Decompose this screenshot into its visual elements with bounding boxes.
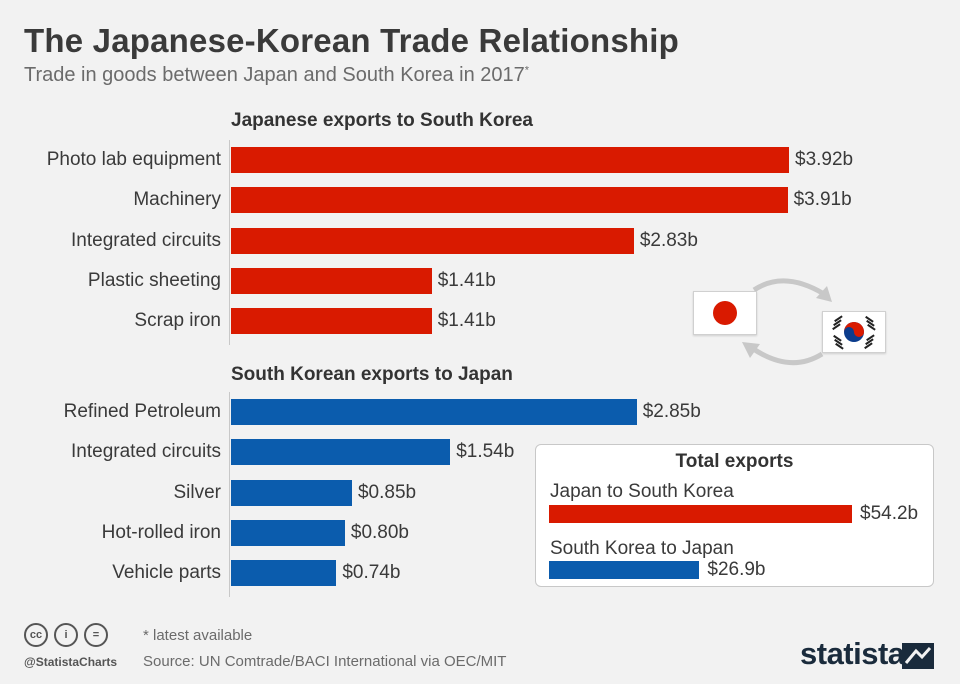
total-exports-panel: Total exports Japan to South Korea $54.2b…	[535, 444, 934, 587]
korea-export-category-label: Hot-rolled iron	[101, 521, 221, 543]
japan-flag-icon	[693, 291, 757, 335]
korea-export-category-label: Silver	[173, 481, 221, 503]
subtitle-asterisk: *	[524, 64, 530, 77]
total-exports-value-label: $54.2b	[860, 503, 919, 524]
total-exports-bar	[549, 561, 700, 579]
korea-export-value-label: $1.54b	[456, 441, 515, 463]
total-exports-title: Total exports	[675, 451, 794, 472]
japan-export-bar	[231, 227, 634, 254]
total-exports-category-label: Japan to South Korea	[550, 481, 734, 502]
page-title: The Japanese-Korean Trade Relationship	[24, 22, 679, 59]
south-korea-flag-icon	[822, 311, 886, 353]
japan-export-value-label: $2.83b	[639, 229, 698, 251]
korea-export-value-label: $0.74b	[342, 562, 401, 583]
total-exports-category-label: South Korea to Japan	[550, 538, 734, 559]
korea-export-value-label: $2.85b	[642, 401, 701, 422]
korea-export-value-label: $0.80b	[350, 521, 409, 543]
statista-logo-icon	[902, 643, 934, 669]
japan-export-category-label: Plastic sheeting	[87, 269, 221, 291]
total-exports-value-label: $26.9b	[707, 559, 766, 580]
korea-export-section-title: South Korean exports to Japan	[231, 364, 513, 385]
source-note: Source: UN Comtrade/BACI International v…	[143, 653, 507, 670]
license-icons: cc i =	[24, 623, 114, 647]
korea-export-bar	[231, 399, 637, 425]
japan-export-bar	[231, 267, 432, 294]
korea-export-category-label: Integrated circuits	[71, 441, 221, 463]
by-icon[interactable]: i	[54, 623, 78, 647]
japan-export-value-label: $3.91b	[793, 189, 852, 211]
korea-export-value-label: $0.85b	[357, 481, 417, 503]
exchange-arrows-icon	[742, 278, 832, 366]
korea-export-bar	[231, 439, 451, 466]
footnote: * latest available	[143, 627, 253, 644]
japan-export-category-label: Machinery	[133, 189, 221, 211]
japan-export-bar	[231, 308, 432, 334]
total-exports-bar	[549, 505, 852, 523]
korea-export-category-label: Vehicle parts	[112, 562, 221, 583]
korea-export-category-label: Refined Petroleum	[63, 401, 221, 422]
cc-icon[interactable]: cc	[24, 623, 48, 647]
korea-export-bar	[231, 519, 345, 546]
japan-export-axis-line	[229, 140, 230, 346]
japan-export-category-label: Photo lab equipment	[46, 149, 221, 170]
nd-icon[interactable]: =	[84, 623, 108, 647]
korea-export-bar	[231, 560, 337, 586]
japan-export-value-label: $1.41b	[437, 269, 496, 291]
page-subtitle: Trade in goods between Japan and South K…	[24, 64, 529, 87]
japan-export-bar	[231, 147, 789, 173]
korea-export-axis-line	[229, 392, 230, 598]
japan-export-bar	[231, 187, 788, 214]
japan-export-section-title: Japanese exports to South Korea	[231, 110, 533, 131]
statista-logo[interactable]: statista	[800, 636, 905, 671]
korea-export-bar	[231, 479, 352, 506]
japan-export-value-label: $3.92b	[795, 149, 854, 170]
japan-export-category-label: Scrap iron	[134, 310, 221, 331]
japan-export-category-label: Integrated circuits	[71, 229, 221, 251]
japan-export-value-label: $1.41b	[437, 310, 496, 331]
subtitle-text: Trade in goods between Japan and South K…	[24, 64, 525, 86]
statista-handle[interactable]: @StatistaCharts	[24, 655, 118, 669]
